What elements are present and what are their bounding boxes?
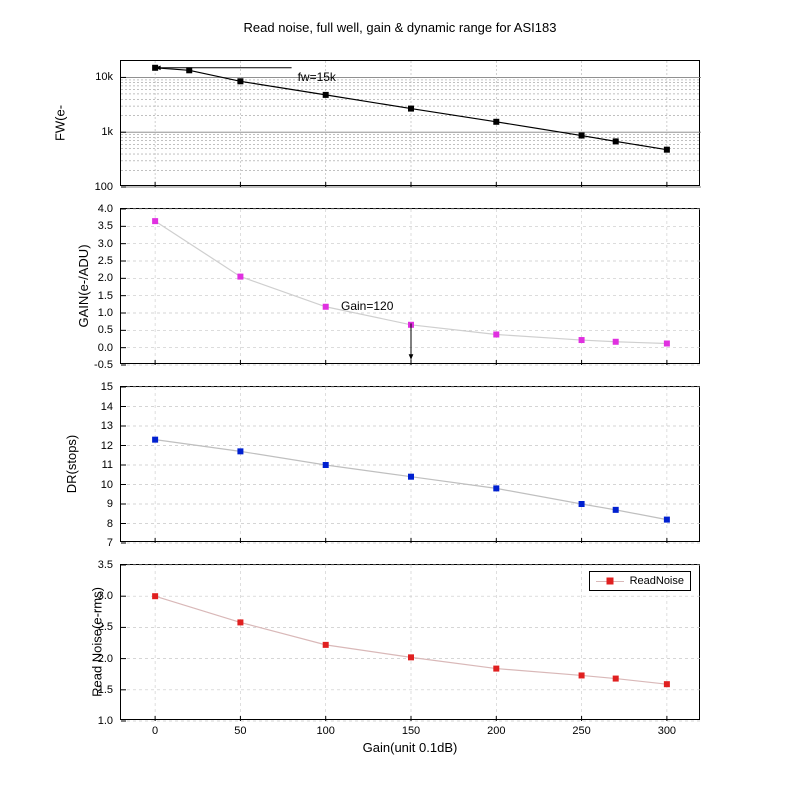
xlabel: Gain(unit 0.1dB) bbox=[363, 740, 458, 755]
ytick-label: 12 bbox=[101, 440, 113, 452]
ytick-label: 1k bbox=[101, 126, 113, 138]
ytick-label: 14 bbox=[101, 401, 113, 413]
ytick-label: 8 bbox=[107, 518, 113, 530]
page-title: Read noise, full well, gain & dynamic ra… bbox=[0, 0, 800, 35]
ytick-label: 13 bbox=[101, 420, 113, 432]
ylabel-fw: FW(e- bbox=[53, 105, 68, 141]
ytick-label: 10 bbox=[101, 479, 113, 491]
ylabel-rn: Read Noise(e-rms) bbox=[89, 587, 104, 697]
annotation-gain: Gain=120 bbox=[341, 299, 393, 313]
xtick-label: 200 bbox=[487, 725, 505, 737]
ytick-label: 0.0 bbox=[98, 342, 113, 354]
ytick-label: 1.5 bbox=[98, 290, 113, 302]
ytick-label: 2.5 bbox=[98, 255, 113, 267]
ytick-label: 4.0 bbox=[98, 203, 113, 215]
panel-dr: 789101112131415DR(stops) bbox=[120, 386, 700, 542]
plot-gain: -0.50.00.51.01.52.02.53.03.54.0Gain=120 bbox=[120, 208, 700, 364]
ytick-label: 10k bbox=[95, 71, 113, 83]
ytick-label: 2.0 bbox=[98, 272, 113, 284]
ylabel-dr: DR(stops) bbox=[64, 435, 79, 494]
panel-rn: 1.01.52.02.53.03.5050100150200250300Read… bbox=[120, 564, 700, 720]
xtick-label: 0 bbox=[152, 725, 158, 737]
ytick-label: 1.0 bbox=[98, 307, 113, 319]
ylabel-gain: GAIN(e-/ADU) bbox=[76, 244, 91, 327]
ytick-label: -0.5 bbox=[94, 359, 113, 371]
legend-label: ReadNoise bbox=[630, 575, 684, 587]
legend-rn: ReadNoise bbox=[589, 571, 691, 591]
plot-fw: 1001k10kfw=15k bbox=[120, 60, 700, 186]
panel-fw: 1001k10kfw=15kFW(e- bbox=[120, 60, 700, 186]
plot-rn: 1.01.52.02.53.03.5050100150200250300Read… bbox=[120, 564, 700, 720]
ytick-label: 9 bbox=[107, 498, 113, 510]
ytick-label: 7 bbox=[107, 537, 113, 549]
xtick-label: 150 bbox=[402, 725, 420, 737]
ytick-label: 3.5 bbox=[98, 220, 113, 232]
panel-gain: -0.50.00.51.01.52.02.53.03.54.0Gain=120G… bbox=[120, 208, 700, 364]
ytick-label: 3.0 bbox=[98, 238, 113, 250]
xtick-label: 50 bbox=[234, 725, 246, 737]
ytick-label: 0.5 bbox=[98, 324, 113, 336]
chart-column: 1001k10kfw=15kFW(e- -0.50.00.51.01.52.02.… bbox=[120, 60, 700, 770]
ytick-label: 100 bbox=[95, 181, 113, 193]
ytick-label: 11 bbox=[102, 459, 113, 471]
xtick-label: 300 bbox=[658, 725, 676, 737]
xtick-label: 250 bbox=[572, 725, 590, 737]
annotation-fw: fw=15k bbox=[298, 70, 336, 84]
ytick-label: 3.5 bbox=[98, 559, 113, 571]
xtick-label: 100 bbox=[317, 725, 335, 737]
ytick-label: 15 bbox=[101, 381, 113, 393]
ytick-label: 1.0 bbox=[98, 715, 113, 727]
plot-dr: 789101112131415 bbox=[120, 386, 700, 542]
